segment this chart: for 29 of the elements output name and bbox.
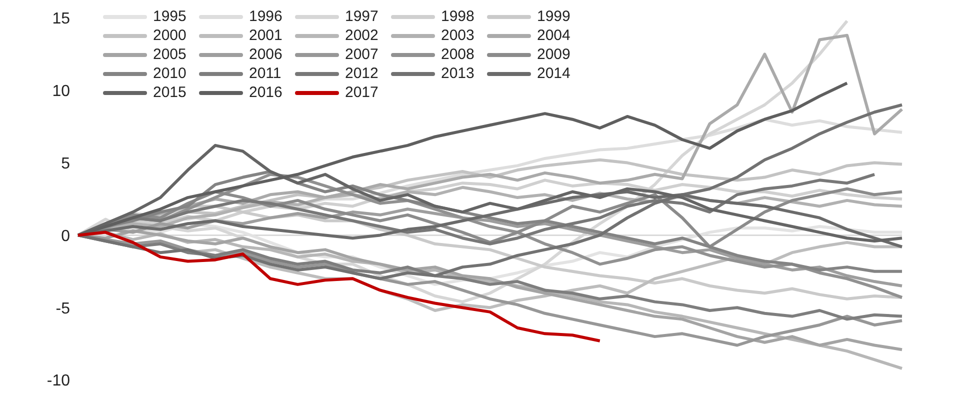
y-tick-label: 0 <box>61 228 70 245</box>
legend-label: 2008 <box>441 46 474 63</box>
y-tick-label: 15 <box>52 10 70 28</box>
y-tick-label: -5 <box>56 300 70 318</box>
legend-label: 1998 <box>441 8 474 25</box>
legend-label: 2002 <box>345 27 378 44</box>
legend-label: 1996 <box>249 8 282 25</box>
legend-label: 2006 <box>249 46 282 63</box>
legend-label: 2017 <box>345 84 378 101</box>
legend-label: 2000 <box>153 27 186 44</box>
legend-label: 2011 <box>249 65 282 82</box>
legend-label: 2003 <box>441 27 474 44</box>
legend-label: 1995 <box>153 8 186 25</box>
legend-label: 2005 <box>153 46 186 63</box>
legend-label: 2010 <box>153 65 186 82</box>
y-tick-label: 5 <box>61 155 70 172</box>
legend-label: 2009 <box>537 46 570 63</box>
legend-label: 2007 <box>345 46 378 63</box>
y-tick-label: -10 <box>46 372 70 390</box>
legend-label: 2013 <box>441 65 474 82</box>
legend-label: 2004 <box>537 27 570 44</box>
legend-label: 1997 <box>345 8 378 25</box>
legend-label: 2012 <box>345 65 378 82</box>
legend-label: 2015 <box>153 84 186 101</box>
legend-label: 2014 <box>537 65 570 82</box>
legend-label: 2001 <box>249 27 282 44</box>
legend-label: 1999 <box>537 8 570 25</box>
legend-label: 2016 <box>249 84 282 101</box>
y-tick-label: 10 <box>52 83 70 100</box>
